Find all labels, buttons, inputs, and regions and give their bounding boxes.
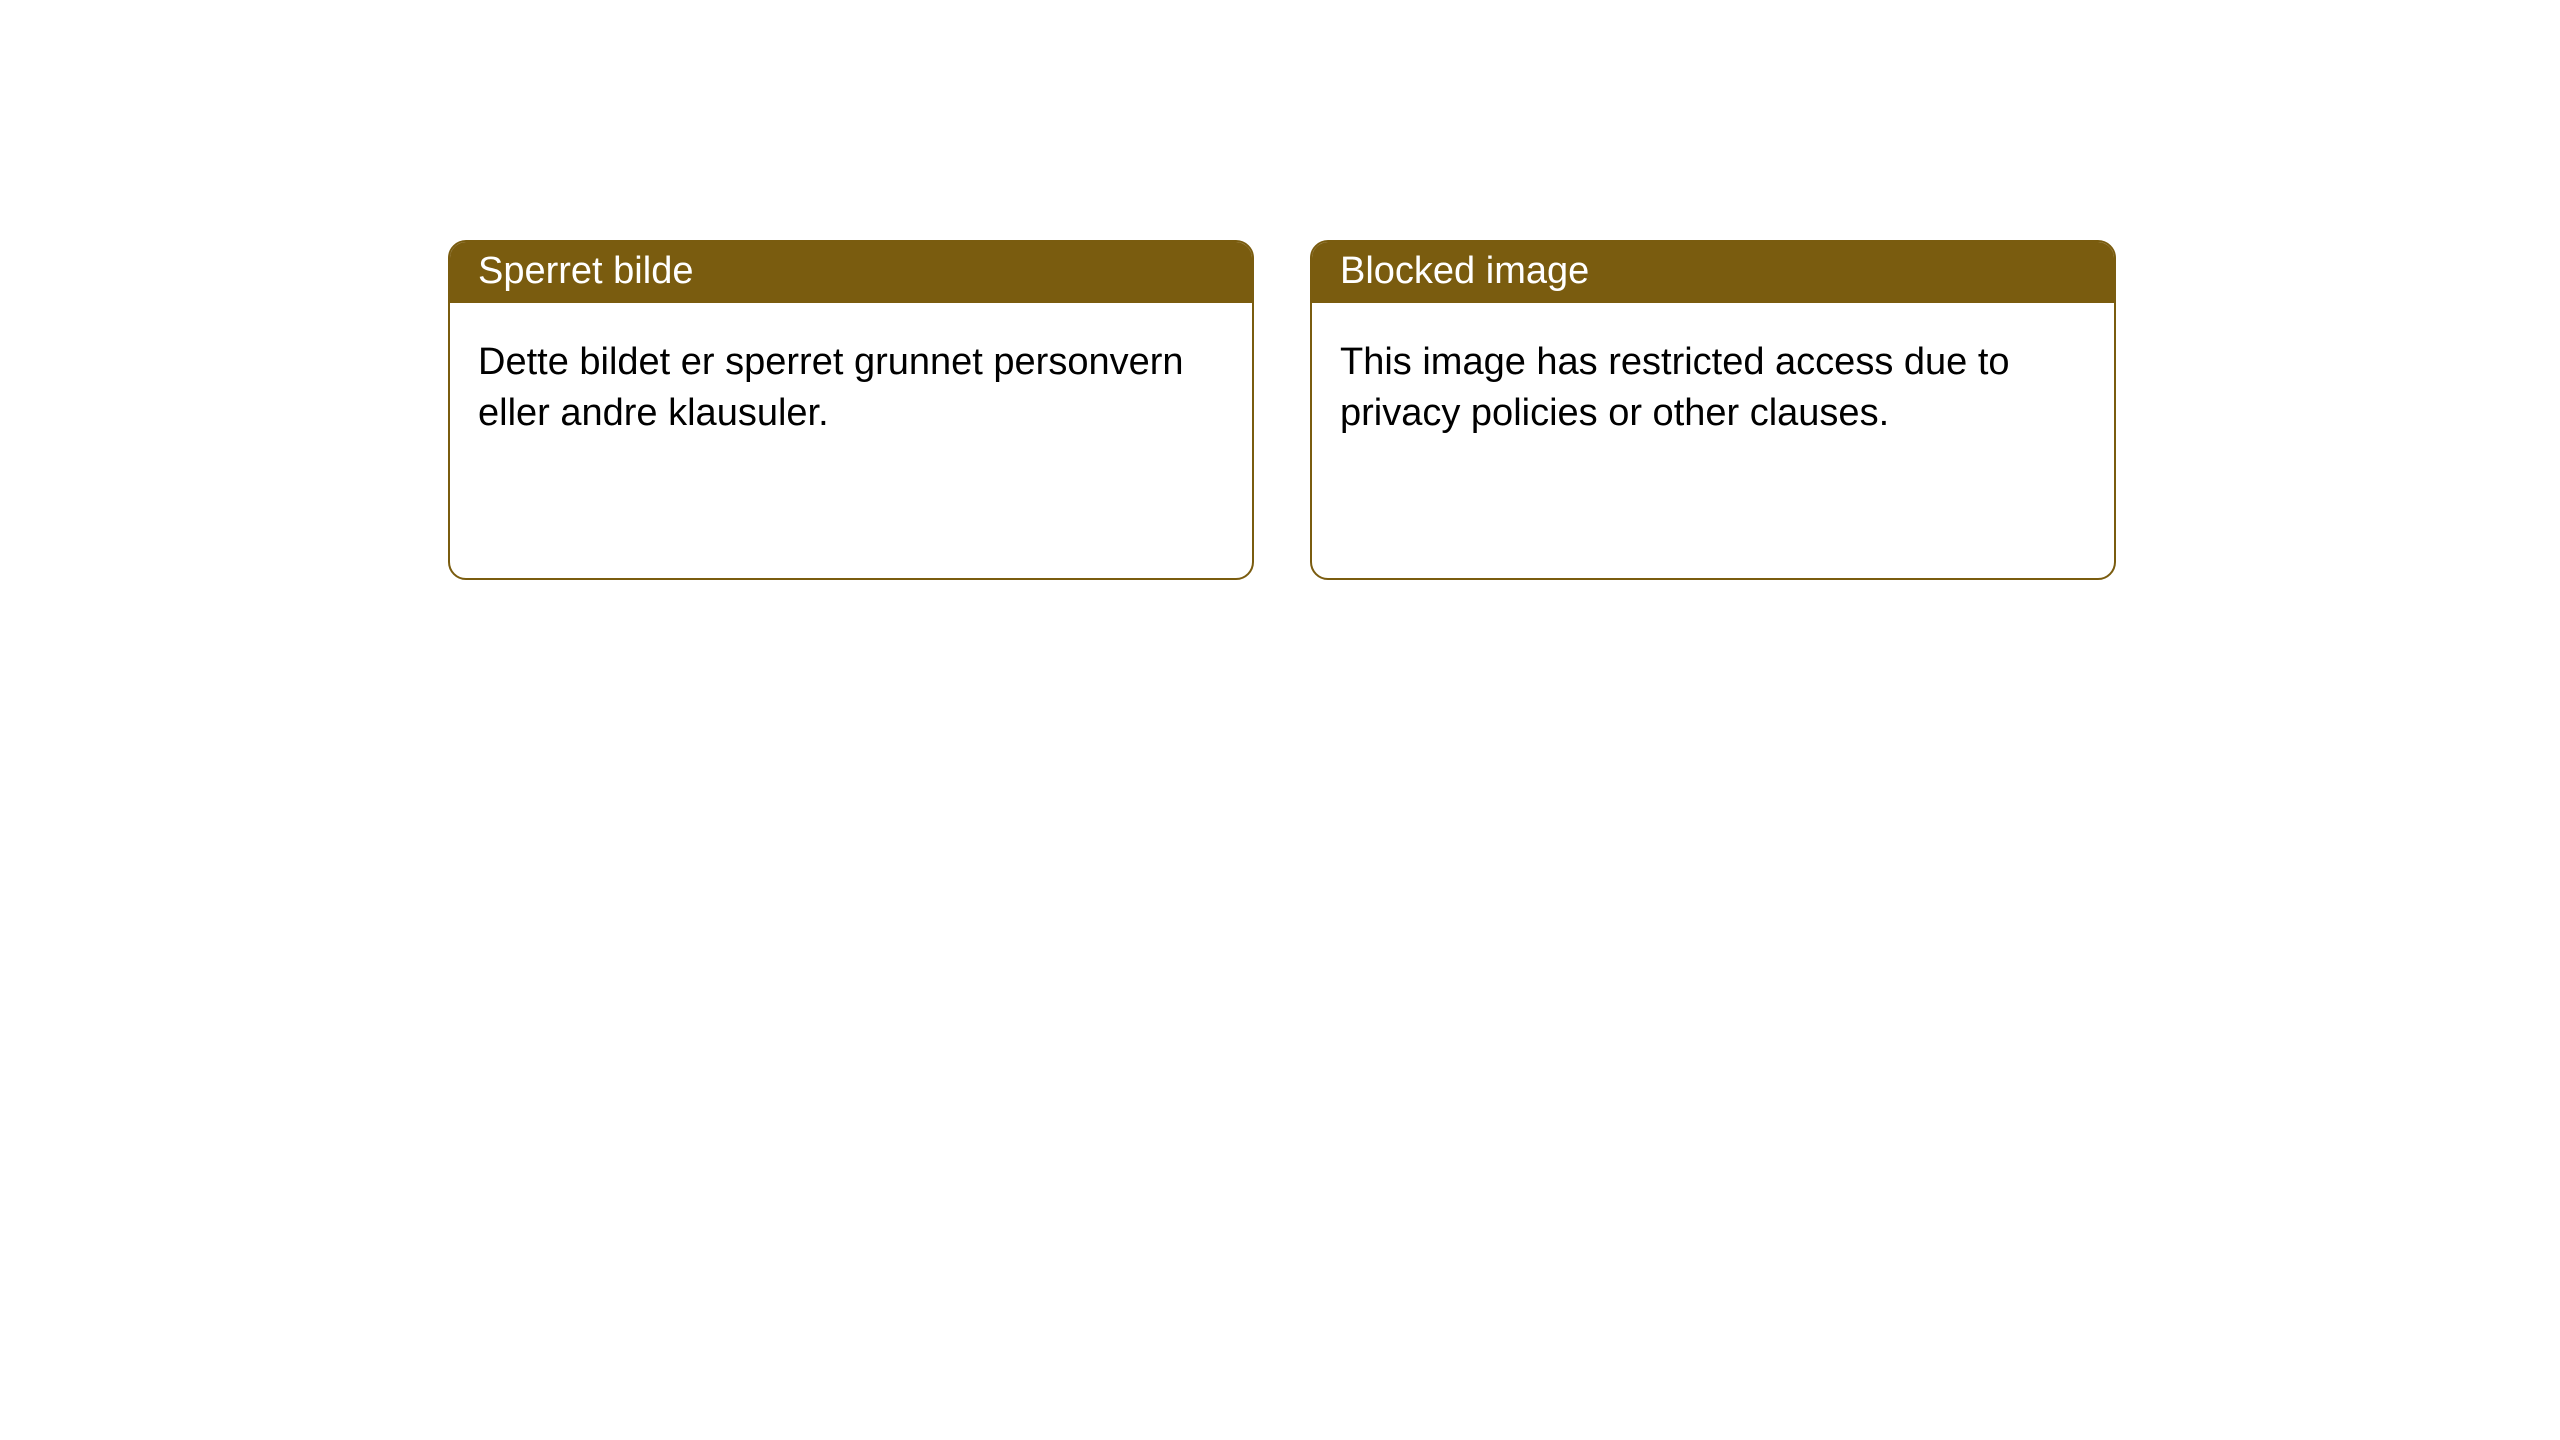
notice-body: This image has restricted access due to … <box>1312 303 2114 468</box>
notice-header: Blocked image <box>1312 242 2114 303</box>
notice-card-norwegian: Sperret bilde Dette bildet er sperret gr… <box>448 240 1254 580</box>
notice-title: Blocked image <box>1340 250 1589 292</box>
notice-body-text: Dette bildet er sperret grunnet personve… <box>478 341 1184 434</box>
notice-header: Sperret bilde <box>450 242 1252 303</box>
notice-body-text: This image has restricted access due to … <box>1340 341 2010 434</box>
notice-title: Sperret bilde <box>478 250 693 292</box>
notice-container: Sperret bilde Dette bildet er sperret gr… <box>0 0 2560 580</box>
notice-card-english: Blocked image This image has restricted … <box>1310 240 2116 580</box>
notice-body: Dette bildet er sperret grunnet personve… <box>450 303 1252 468</box>
